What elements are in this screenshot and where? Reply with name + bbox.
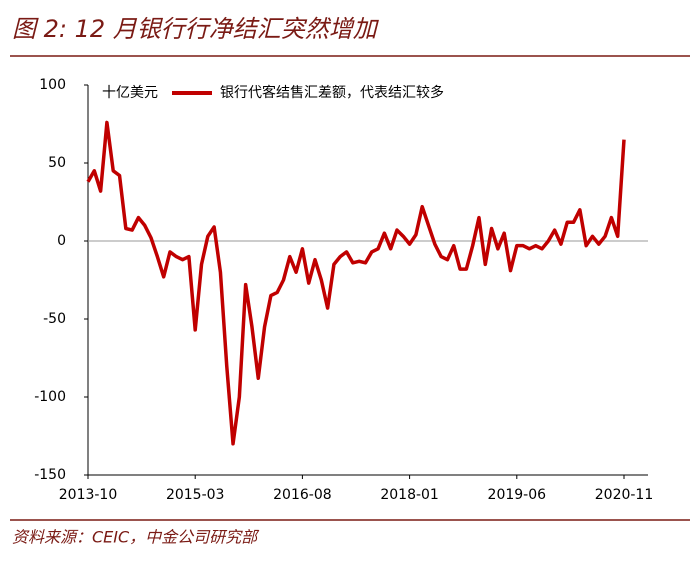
- x-tick-label: 2020-11: [595, 487, 654, 503]
- legend-label: 银行代客结售汇差额，代表结汇较多: [220, 84, 444, 101]
- y-tick-label: -100: [34, 389, 66, 405]
- x-tick-label: 2013-10: [59, 487, 118, 503]
- y-tick-label: 0: [57, 233, 66, 249]
- y-tick-label: -50: [43, 311, 66, 327]
- unit-label: 十亿美元: [102, 85, 158, 101]
- data-line: [86, 120, 626, 446]
- x-tick-label: 2018-01: [380, 487, 439, 503]
- x-tick-label: 2019-06: [488, 487, 547, 503]
- chart-title: 图 2: 12 月银行行净结汇突然增加: [12, 15, 380, 43]
- y-tick-label: 100: [39, 77, 66, 93]
- y-tick-label: -150: [34, 467, 66, 483]
- x-tick-label: 2016-08: [273, 487, 332, 503]
- y-tick-label: 50: [48, 155, 66, 171]
- source-note: 资料来源：CEIC，中金公司研究部: [12, 528, 260, 547]
- x-tick-label: 2015-03: [166, 487, 225, 503]
